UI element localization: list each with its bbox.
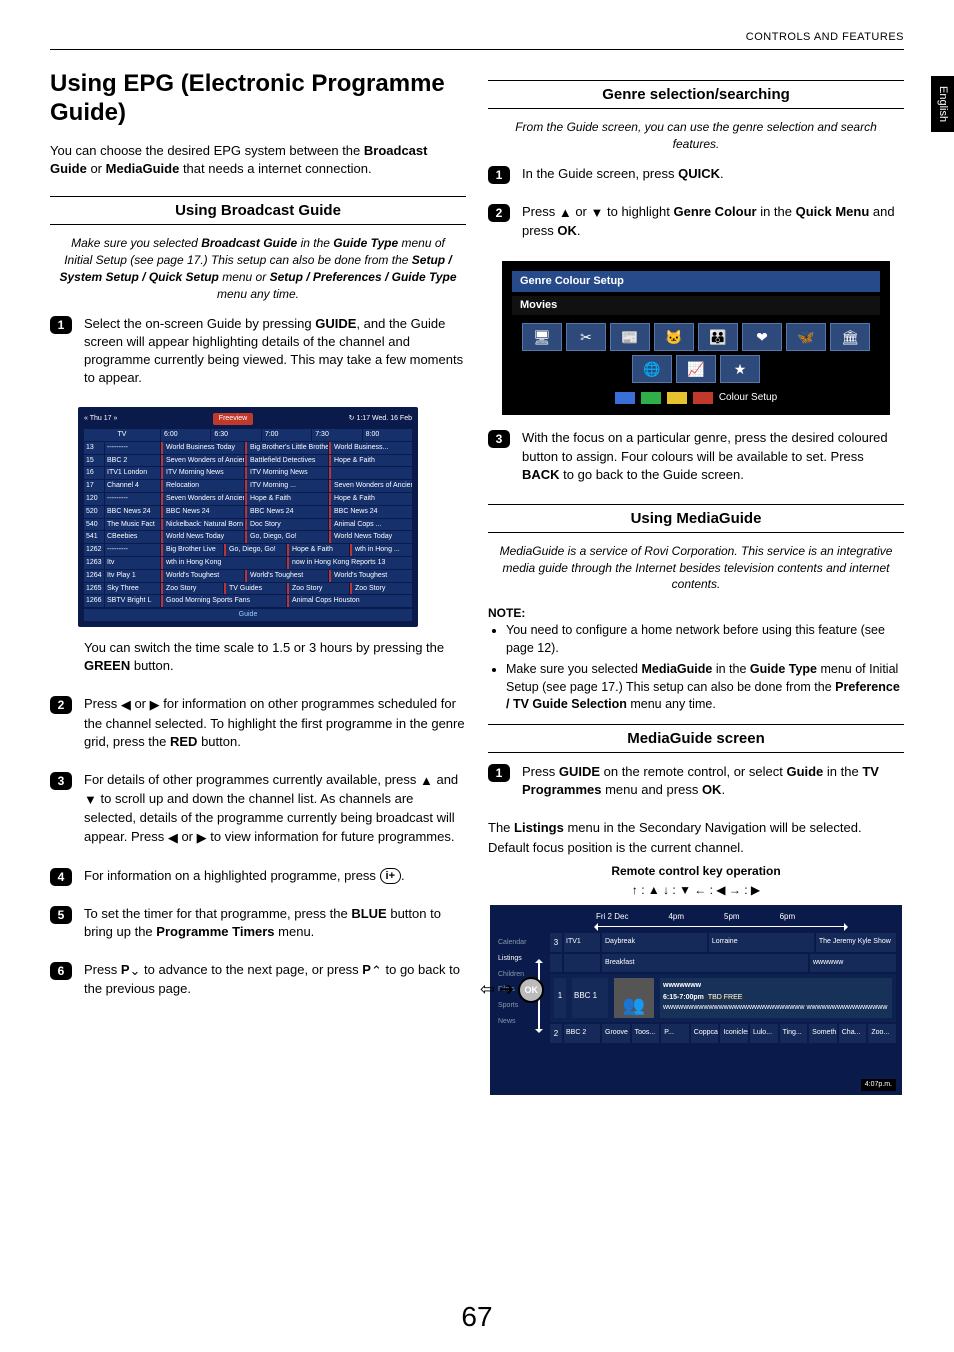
section-mediaguide-screen: MediaGuide screen xyxy=(488,724,904,753)
mediaguide-screenshot: Fri 2 Dec4pm5pm6pm CalendarListingsChild… xyxy=(490,905,902,1095)
default-focus-text: Default focus position is the current ch… xyxy=(488,839,904,857)
note-list: You need to configure a home network bef… xyxy=(488,622,904,714)
section-mediaguide: Using MediaGuide xyxy=(488,504,904,533)
language-tab: English xyxy=(931,76,954,132)
step-2: 2 Press ◀ or ▶ for information on other … xyxy=(50,695,466,757)
note-heading: NOTE: xyxy=(488,605,904,622)
step-badge: 3 xyxy=(488,430,510,448)
step-c1: 1 Press GUIDE on the remote control, or … xyxy=(488,763,904,805)
epg-screenshot: « Thu 17 » Freeview ↻ 1:17 Wed. 16 Feb T… xyxy=(78,407,418,627)
step-badge: 1 xyxy=(488,166,510,184)
right-column: Genre selection/searching From the Guide… xyxy=(488,70,904,1095)
left-column: Using EPG (Electronic Programme Guide) Y… xyxy=(50,70,466,1095)
genre-note: From the Guide screen, you can use the g… xyxy=(494,119,898,153)
step-3: 3 For details of other programmes curren… xyxy=(50,771,466,853)
step-4: 4 For information on a highlighted progr… xyxy=(50,867,466,891)
section-genre: Genre selection/searching xyxy=(488,80,904,109)
ok-overlay: ⇦➔ OK xyxy=(480,977,544,1003)
page-title: Using EPG (Electronic Programme Guide) xyxy=(50,70,466,128)
info-button-icon: i+ xyxy=(380,868,401,884)
step-a2: 2 Press ▲ or ▼ to highlight Genre Colour… xyxy=(488,203,904,246)
step-a1: 1 In the Guide screen, press QUICK. xyxy=(488,165,904,189)
step-badge: 2 xyxy=(488,204,510,222)
step-badge: 5 xyxy=(50,906,72,924)
step-5: 5 To set the timer for that programme, p… xyxy=(50,905,466,947)
step-1-sub: You can switch the time scale to 1.5 or … xyxy=(50,639,466,681)
step-a3: 3 With the focus on a particular genre, … xyxy=(488,429,904,490)
step-badge: 3 xyxy=(50,772,72,790)
remote-key-map: ↑ : ▲ ↓ : ▼ ← : ◀ → : ▶ xyxy=(488,882,904,899)
step-badge: 6 xyxy=(50,962,72,980)
listings-text: The Listings menu in the Secondary Navig… xyxy=(488,819,904,837)
remote-label: Remote control key operation xyxy=(488,863,904,880)
step-1: 1 Select the on-screen Guide by pressing… xyxy=(50,315,466,394)
step-badge: 1 xyxy=(50,316,72,334)
page-header: CONTROLS AND FEATURES xyxy=(50,30,904,45)
step-badge: 1 xyxy=(488,764,510,782)
intro-text: You can choose the desired EPG system be… xyxy=(50,142,466,178)
genre-colour-setup-screenshot: Genre Colour Setup Movies 🖥✂📰🐱👪❤🦋🏛🌐📈★ Co… xyxy=(502,261,890,416)
step-6: 6 Press P⌄ to advance to the next page, … xyxy=(50,961,466,1004)
page-number: 67 xyxy=(0,1297,954,1336)
mediaguide-note: MediaGuide is a service of Rovi Corporat… xyxy=(494,543,898,593)
section-broadcast-guide: Using Broadcast Guide xyxy=(50,196,466,225)
header-rule xyxy=(50,49,904,50)
broadcast-note: Make sure you selected Broadcast Guide i… xyxy=(56,235,460,302)
step-badge: 4 xyxy=(50,868,72,886)
step-badge: 2 xyxy=(50,696,72,714)
